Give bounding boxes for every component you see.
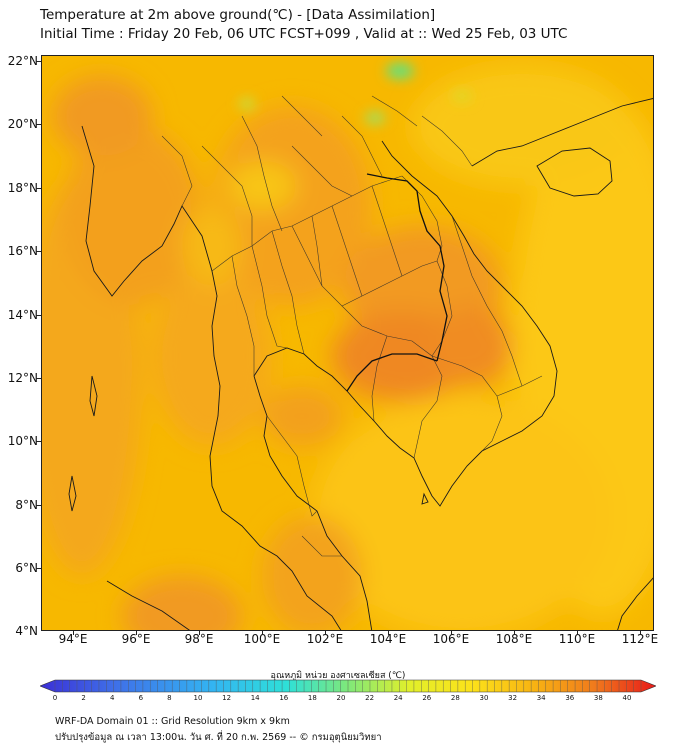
lon-label-100: 100°E [243, 632, 281, 646]
lon-tick [199, 631, 200, 635]
lon-label-104: 104°E [369, 632, 407, 646]
lon-label-94: 94°E [58, 632, 88, 646]
lat-label-22: 22°N [7, 54, 38, 68]
lat-label-8: 8°N [15, 498, 38, 512]
lon-tick [325, 631, 326, 635]
lon-label-106: 106°E [432, 632, 470, 646]
lat-tick [36, 505, 41, 506]
colorbar-tick-label: 24 [393, 694, 403, 702]
colorbar-tick-label: 14 [250, 694, 260, 702]
lat-tick [36, 441, 41, 442]
colorbar-tick-label: 30 [479, 694, 489, 702]
lon-tick [514, 631, 515, 635]
lon-tick [73, 631, 74, 635]
lon-tick [640, 631, 641, 635]
lon-tick [577, 631, 578, 635]
temperature-map[interactable] [41, 55, 654, 631]
colorbar-tick-label: 4 [109, 694, 115, 702]
colorbar [40, 679, 656, 693]
temperature-field-shading [42, 66, 653, 630]
colorbar-tick-label: 8 [167, 694, 172, 702]
colorbar-tick-label: 38 [593, 694, 603, 702]
lon-tick [136, 631, 137, 635]
lat-label-16: 16°N [7, 244, 38, 258]
lon-tick [262, 631, 263, 635]
colorbar-tick-label: 32 [508, 694, 518, 702]
lat-tick [36, 315, 41, 316]
map-subtitle: Initial Time : Friday 20 Feb, 06 UTC FCS… [40, 26, 568, 42]
lat-tick [36, 61, 41, 62]
footer-model-info: WRF-DA Domain 01 :: Grid Resolution 9km … [55, 716, 290, 727]
lon-label-98: 98°E [184, 632, 214, 646]
lat-label-20: 20°N [7, 117, 38, 131]
colorbar-tick-label: 18 [307, 694, 317, 702]
colorbar-tick-label: 22 [365, 694, 375, 702]
lat-label-12: 12°N [7, 371, 38, 385]
colorbar-tick-label: 20 [336, 694, 346, 702]
colorbar-tick-label: 12 [222, 694, 232, 702]
colorbar-tick-label: 10 [193, 694, 203, 702]
lat-tick [36, 378, 41, 379]
lat-tick [36, 251, 41, 252]
map-title: Temperature at 2m above ground(℃) - [Dat… [40, 7, 436, 23]
footer-update-info: ปรับปรุงข้อมูล ณ เวลา 13:00น. วัน ศ. ที่… [55, 732, 382, 743]
colorbar-label: อุณหภูมิ หน่วย องศาเซลเซียส (℃) [270, 671, 406, 681]
colorbar-tick-label: 40 [622, 694, 632, 702]
lat-label-4: 4°N [15, 624, 38, 638]
lon-label-96: 96°E [121, 632, 151, 646]
lat-tick [36, 188, 41, 189]
lat-label-14: 14°N [7, 308, 38, 322]
lat-label-10: 10°N [7, 434, 38, 448]
lat-label-6: 6°N [15, 561, 38, 575]
lon-label-102: 102°E [306, 632, 344, 646]
lon-label-112: 112°E [621, 632, 659, 646]
lon-tick [388, 631, 389, 635]
colorbar-tick-label: 6 [138, 694, 144, 702]
colorbar-tick-label: 36 [565, 694, 575, 702]
lon-label-108: 108°E [495, 632, 533, 646]
colorbar-tick-label: 28 [450, 694, 460, 702]
lat-label-18: 18°N [7, 181, 38, 195]
lon-tick [451, 631, 452, 635]
colorbar-tick-label: 16 [279, 694, 289, 702]
country-border-thailand [346, 173, 448, 392]
lon-label-110: 110°E [558, 632, 596, 646]
colorbar-tick-label: 2 [81, 694, 86, 702]
colorbar-tick-label: 0 [52, 694, 58, 702]
lat-tick [36, 568, 41, 569]
colorbar-tick-label: 26 [422, 694, 432, 702]
colorbar-tick-label: 34 [536, 694, 546, 702]
lat-tick [36, 124, 41, 125]
admin-borders [161, 95, 543, 557]
cool-spots [239, 63, 472, 124]
